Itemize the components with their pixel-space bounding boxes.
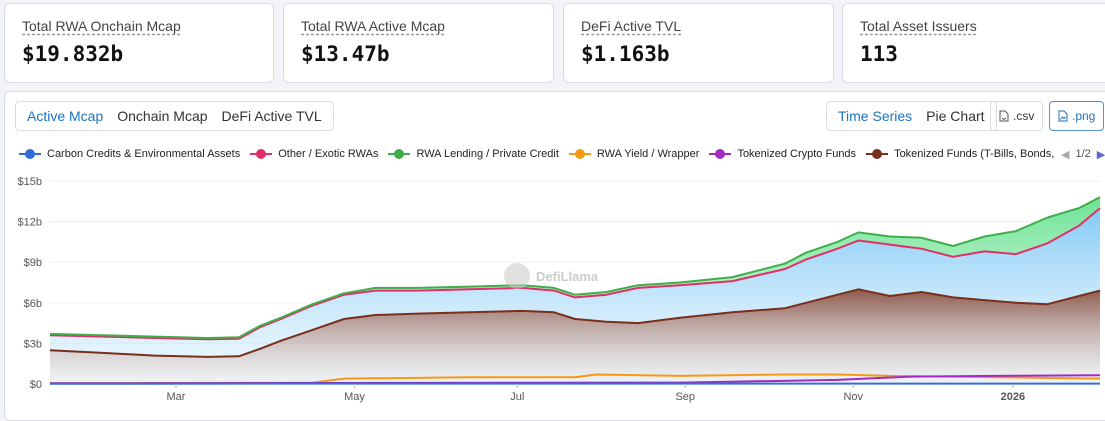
y-axis: $0 $3b $6b $9b $12b $15b: [18, 176, 42, 391]
x-tick-label: 2026: [1001, 391, 1025, 403]
x-tick-label: Jul: [510, 391, 524, 403]
y-tick-label: $0: [30, 379, 42, 391]
y-tick-label: $12b: [18, 217, 42, 229]
watermark-text: DefiLlama: [536, 269, 599, 284]
y-tick-label: $6b: [24, 298, 42, 310]
y-tick-label: $15b: [18, 176, 42, 188]
x-axis: Mar May Jul Sep Nov 2026: [167, 384, 1026, 403]
x-tick-label: Nov: [843, 391, 863, 403]
watermark-logo-icon: [504, 263, 530, 289]
x-tick-label: Sep: [675, 391, 695, 403]
y-tick-label: $3b: [24, 338, 42, 350]
x-tick-label: May: [344, 391, 365, 403]
chart-area: DefiLlama $0 $3b $6b $9b $12b $15b Mar May Jul S…: [0, 0, 1105, 409]
y-tick-label: $9b: [24, 257, 42, 269]
watermark: DefiLlama: [504, 263, 599, 289]
x-tick-label: Mar: [167, 391, 186, 403]
